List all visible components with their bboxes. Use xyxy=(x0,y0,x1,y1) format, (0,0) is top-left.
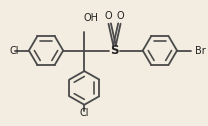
Text: OH: OH xyxy=(83,13,98,23)
Text: Br: Br xyxy=(195,45,206,56)
Text: O: O xyxy=(117,11,124,21)
Text: S: S xyxy=(110,44,119,57)
Text: Cl: Cl xyxy=(10,45,19,56)
Text: O: O xyxy=(105,11,112,21)
Text: Cl: Cl xyxy=(80,108,89,118)
